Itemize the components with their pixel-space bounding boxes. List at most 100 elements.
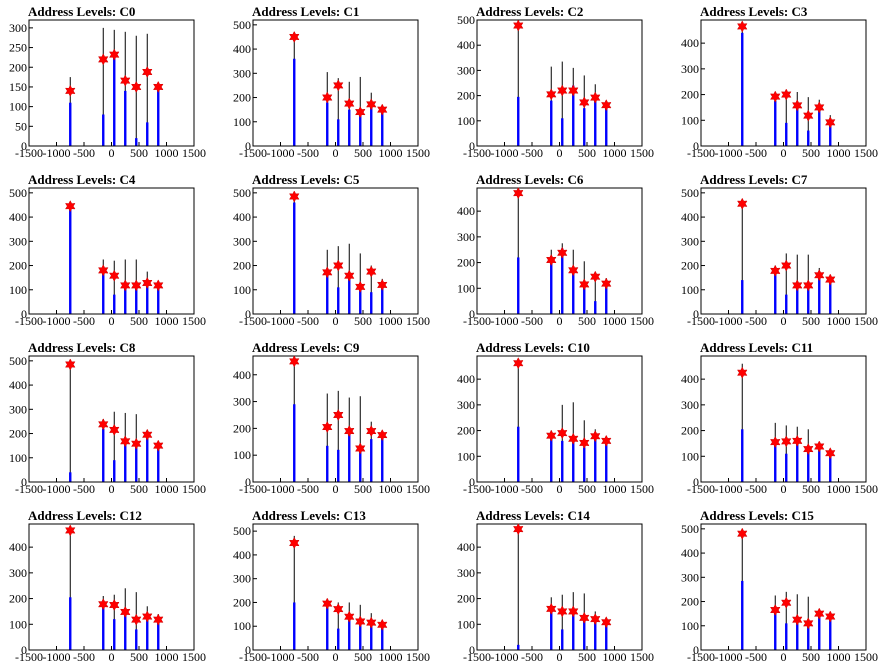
chart-panel: 0 100 200 300 400 500 -1500 -1000 -500 0 500 1000 15… (224, 0, 448, 168)
star-marker (322, 420, 333, 434)
chart-title: Address Levels: C4 (28, 172, 136, 187)
chart-svg: 0 100 200 300 400 500 -1500 -1000 -500 0 500 1000 15… (233, 18, 430, 160)
bar (818, 277, 821, 314)
plot-frame (700, 523, 867, 651)
star-marker (737, 197, 748, 210)
bar (370, 619, 373, 650)
y-tick-label: 400 (9, 540, 27, 554)
y-tick-label: 400 (457, 38, 475, 52)
star-marker (153, 80, 164, 93)
y-tick-label: 200 (233, 259, 251, 273)
bar (594, 616, 597, 650)
bar (829, 282, 832, 314)
y-tick-label: 100 (457, 281, 475, 295)
y-tick-label: 100 (233, 283, 251, 297)
y-tick-label: 500 (233, 18, 251, 32)
x-tick-label: 500 (354, 146, 372, 160)
x-tick-label: -1500 (687, 314, 715, 328)
x-tick-label: 500 (130, 482, 148, 496)
x-tick-label: 1000 (603, 146, 627, 160)
chart-title: Address Levels: C12 (28, 508, 142, 523)
bar (337, 119, 340, 146)
y-tick-label: 0 (21, 475, 27, 489)
chart-svg: 0 100 200 300 400 500 -1500 -1000 -500 0 500 1000 15… (457, 13, 654, 160)
x-tick-label: -1500 (687, 650, 715, 664)
chart-svg: 0 100 200 300 400 500 -1500 -1000 -500 0 500 1000 15… (9, 354, 206, 496)
star-marker (366, 98, 377, 111)
bar (561, 118, 564, 146)
bar (381, 109, 384, 146)
x-tick-label: 1000 (603, 650, 627, 664)
star-marker (377, 278, 388, 291)
chart-svg: 0 100 200 300 400 -1500 -1000 -500 0 500 1000 1500 (9, 523, 206, 664)
bar (818, 107, 821, 146)
bar (113, 294, 116, 314)
star-marker (590, 270, 601, 283)
bar (796, 107, 799, 146)
y-tick-label: 100 (233, 115, 251, 129)
star-marker (513, 187, 524, 200)
x-tick-label: 0 (557, 650, 563, 664)
star-marker (770, 90, 781, 103)
bar (741, 280, 744, 314)
plot-frame (252, 355, 419, 483)
x-tick-label: 0 (109, 650, 115, 664)
x-tick-label: 0 (557, 314, 563, 328)
y-tick-label: 300 (9, 21, 27, 35)
y-tick-label: 400 (681, 372, 699, 386)
x-tick-label: 1500 (406, 146, 430, 160)
x-tick-label: -1500 (15, 146, 43, 160)
x-tick-label: -1000 (43, 146, 71, 160)
x-tick-label: 1000 (379, 146, 403, 160)
x-tick-label: -500 (297, 314, 319, 328)
y-tick-label: 500 (9, 354, 27, 368)
y-tick-label: 200 (9, 592, 27, 606)
x-tick-label: 500 (130, 650, 148, 664)
bar (69, 597, 72, 650)
y-tick-label: 200 (233, 421, 251, 435)
x-tick-label: 1500 (630, 650, 654, 664)
star-marker (65, 524, 76, 537)
star-marker (568, 84, 579, 97)
x-tick-label: 0 (333, 650, 339, 664)
chart-svg: 0 100 200 300 400 -1500 -1000 -500 0 500 1000 1500 (457, 523, 654, 664)
bar (785, 623, 788, 650)
x-tick-label: 1500 (854, 482, 878, 496)
star-marker (120, 74, 131, 87)
star-marker (120, 605, 131, 618)
x-tick-label: 500 (354, 482, 372, 496)
bar (293, 58, 296, 147)
bar (774, 272, 777, 314)
chart-panel: 0 50 100 150 200 250 300 -1500 -1000 -500 0 500 1000… (0, 0, 224, 168)
bar (550, 608, 553, 650)
x-tick-label: -500 (745, 146, 767, 160)
x-tick-label: -1500 (239, 146, 267, 160)
x-tick-label: -500 (73, 650, 95, 664)
y-tick-label: 400 (457, 540, 475, 554)
x-tick-label: -500 (521, 650, 543, 664)
chart-title: Address Levels: C7 (700, 172, 808, 187)
y-tick-label: 50 (15, 119, 27, 133)
x-tick-label: 1500 (630, 482, 654, 496)
x-tick-label: 500 (130, 146, 148, 160)
star-marker (377, 429, 388, 442)
y-tick-label: 0 (469, 307, 475, 321)
star-marker (322, 266, 333, 279)
x-tick-label: -1500 (15, 482, 43, 496)
star-marker (803, 279, 814, 292)
y-tick-label: 0 (469, 643, 475, 657)
bar (326, 102, 329, 146)
chart-svg: 0 100 200 300 400 500 -1500 -1000 -500 0 500 1000 15… (681, 522, 878, 664)
bar (785, 122, 788, 146)
x-tick-label: -1500 (687, 482, 715, 496)
bar (807, 449, 810, 482)
bar (381, 284, 384, 314)
x-tick-label: -500 (73, 482, 95, 496)
star-marker (131, 80, 142, 93)
bar (326, 272, 329, 314)
bar (583, 447, 586, 482)
star-marker (333, 408, 344, 422)
bar (381, 436, 384, 482)
bar (146, 614, 149, 650)
chart-title: Address Levels: C1 (252, 4, 360, 19)
